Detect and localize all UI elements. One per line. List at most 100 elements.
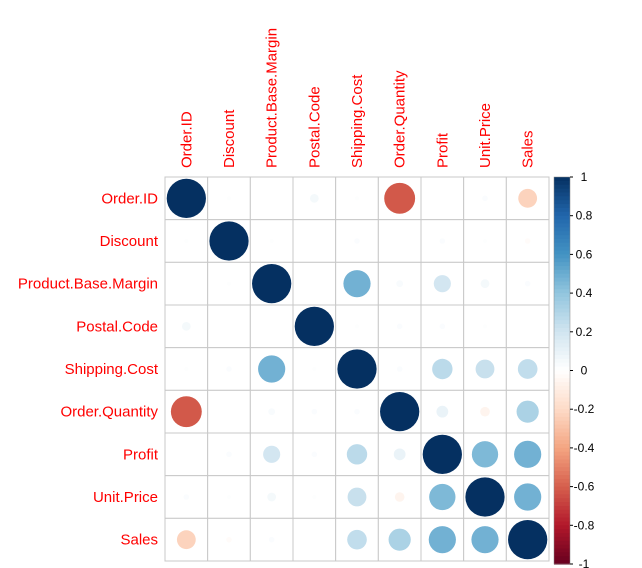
corr-circle (518, 188, 538, 208)
colorbar-segment (554, 246, 570, 252)
grid-cell (164, 219, 209, 263)
grid-cell (292, 389, 337, 434)
corr-circle (268, 536, 275, 543)
colorbar-segment (554, 262, 570, 267)
grid-cell (377, 219, 422, 263)
colorbar-segment (554, 312, 570, 317)
corr-circle (480, 406, 490, 417)
corr-circle (517, 359, 538, 379)
colorbar-segment (554, 482, 570, 488)
colorbar-segment (554, 293, 570, 298)
colorbar-segment (554, 405, 570, 410)
colorbar-segment (554, 362, 570, 368)
colorbar-segment (554, 235, 570, 240)
corr-circle (226, 451, 232, 458)
corr-circle (429, 483, 456, 511)
corr-circle (483, 239, 487, 243)
colorbar-segment (554, 204, 570, 209)
colorbar-segment (554, 211, 570, 217)
corr-circle (380, 392, 420, 432)
colorbar-segment (554, 560, 570, 565)
colorbar-segment (554, 486, 570, 492)
colorbar-segment (554, 281, 570, 286)
colorbar-segment (554, 180, 570, 186)
corr-circle (294, 306, 334, 346)
colorbar-segment (554, 478, 570, 484)
corr-circle (258, 355, 286, 383)
corr-circle (209, 221, 249, 261)
colorbar-segment (554, 188, 570, 194)
colorbar-segment (554, 556, 570, 561)
colorbar-segment (554, 409, 570, 414)
corr-circle (226, 366, 232, 372)
corr-circle (311, 408, 318, 415)
colorbar-segment (554, 366, 570, 372)
colorbar-segment (554, 258, 570, 263)
colorbar-segment (554, 343, 570, 348)
corr-circle (393, 448, 406, 461)
colorbar-segment (554, 451, 570, 457)
colorbar-tick-label: -0.2 (574, 402, 595, 416)
corr-circle (227, 196, 231, 201)
colorbar-segment (554, 393, 570, 399)
colorbar-segment (554, 331, 570, 337)
colorbar-tick-label: 0.2 (576, 325, 593, 339)
colorbar-segment (554, 436, 570, 441)
colorbar-segment (554, 335, 570, 341)
colorbar-segment (554, 420, 570, 426)
corr-circle (428, 526, 456, 554)
colorbar-segment (554, 227, 570, 232)
colorbar-segment (554, 304, 570, 310)
colorbar-segment (554, 536, 570, 542)
colorbar-segment (554, 320, 570, 325)
colorbar-segment (554, 231, 570, 236)
corr-circle (227, 281, 231, 286)
colorbar-segment (554, 397, 570, 403)
colorbar-segment (554, 548, 570, 553)
corr-circle (309, 193, 319, 203)
corr-circle (480, 279, 490, 289)
corr-circle (436, 405, 449, 418)
corr-circle (514, 483, 542, 511)
colorbar-segment (554, 517, 570, 523)
column-label: Profit (434, 132, 451, 168)
colorbar-segment (554, 177, 570, 182)
corr-circle (439, 238, 446, 244)
corr-circle (422, 434, 462, 474)
colorbar-segment (554, 196, 570, 201)
corr-circle (269, 239, 274, 243)
colorbar-segment (554, 525, 570, 530)
grid-cell (164, 304, 209, 349)
row-label: Product.Base.Margin (18, 276, 158, 293)
colorbar-segment (554, 509, 570, 515)
corr-circle (355, 324, 359, 329)
corr-circle (524, 238, 531, 244)
column-label: Unit.Price (477, 103, 494, 168)
colorbar-segment (554, 223, 570, 228)
colorbar-segment (554, 467, 570, 472)
corr-circle (170, 396, 202, 428)
corr-circle (183, 494, 190, 500)
corr-circle (268, 408, 276, 416)
colorbar-tick-label: 0 (581, 364, 588, 378)
corr-circle (311, 451, 318, 458)
corr-circle (388, 528, 411, 551)
column-label: Order.ID (178, 111, 195, 168)
corr-circle (227, 495, 231, 499)
colorbar-tick-label: -0.4 (574, 441, 595, 455)
colorbar-segment (554, 215, 570, 221)
colorbar-tick-label: -1 (579, 557, 590, 568)
colorbar-tick-label: 0.6 (576, 247, 593, 261)
colorbar-segment (554, 385, 570, 391)
row-label: Postal.Code (76, 318, 158, 335)
colorbar-segment (554, 324, 570, 329)
colorbar-segment (554, 432, 570, 437)
corr-circle (346, 444, 368, 465)
colorbar-segment (554, 327, 570, 333)
colorbar-segment (554, 474, 570, 480)
colorbar-tick-label: 0.8 (576, 209, 593, 223)
colorbar-segment (554, 529, 570, 534)
colorbar-segment (554, 285, 570, 290)
corr-circle (354, 408, 360, 415)
